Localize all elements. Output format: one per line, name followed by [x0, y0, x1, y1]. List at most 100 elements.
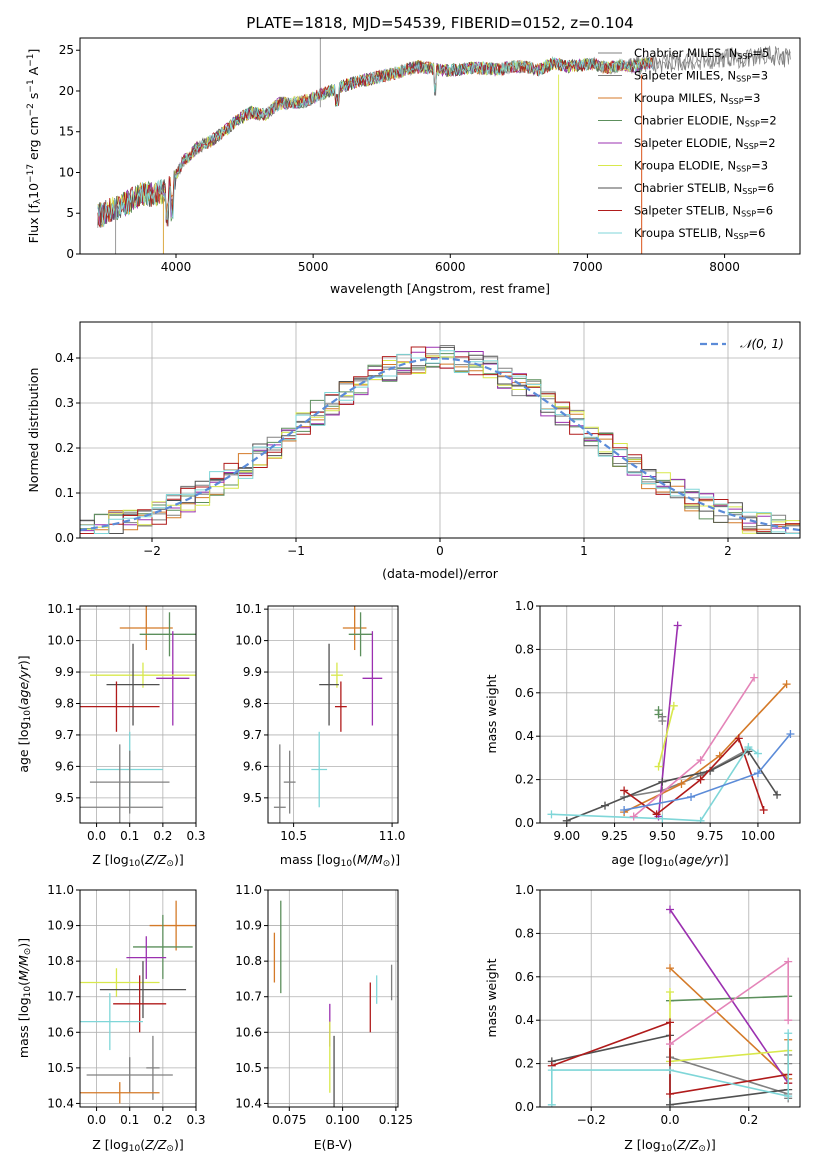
legend-label-3: Chabrier ELODIE, NSSP=2: [634, 114, 777, 129]
label-part: ⊙: [166, 859, 174, 869]
y-tick-label: 0.2: [55, 441, 74, 455]
label-part: −17: [26, 164, 36, 183]
label-part: )]: [706, 1137, 716, 1152]
y-tick-label: 0.2: [515, 773, 534, 787]
legend-sub: SSP: [736, 75, 751, 84]
series-line-9: [669, 960, 789, 1045]
panel-spectrum: 4000 5000 6000 7000 8000 0 5 10 15 20 25 Chabrier M…: [26, 37, 801, 296]
legend-label-1: Salpeter MILES, NSSP=3: [634, 69, 768, 84]
axes-frame: [539, 605, 801, 824]
series-line-2: [623, 683, 788, 813]
series-marker: [687, 792, 696, 801]
x-tick-label: 0.100: [325, 1113, 359, 1127]
y-tick-label: 10.5: [47, 1061, 74, 1075]
x-tick-label: 10.5: [280, 829, 307, 843]
series-marker: [629, 812, 638, 821]
label-part: 10: [129, 1144, 141, 1154]
label-part: )]: [174, 852, 184, 867]
label-part: 10: [23, 986, 33, 998]
label-part: Z/Z: [144, 1137, 167, 1152]
series-marker: [666, 1066, 674, 1075]
x-tick-label: 9.25: [601, 829, 628, 843]
label-part: −2: [26, 103, 36, 116]
y-tick-label: 10.6: [47, 1025, 74, 1039]
legend-sub: SSP: [744, 142, 759, 151]
series-line-4: [657, 625, 679, 817]
label-part: age [log: [611, 852, 662, 867]
x-tick-label: 8000: [709, 260, 740, 274]
series-marker: [696, 816, 705, 823]
series-marker: [658, 814, 667, 823]
y-tick-label: 0.4: [55, 351, 74, 365]
y-tick-label: 10.4: [47, 1096, 74, 1110]
series-marker: [654, 762, 663, 771]
y-tick-label: 10.1: [47, 602, 74, 616]
legend-label-2: Kroupa MILES, NSSP=3: [634, 91, 760, 106]
series-marker: [654, 706, 663, 715]
legend-label-0: Chabrier MILES, NSSP=5: [634, 46, 769, 61]
x-axis-label: Z [log10(Z/Z⊙)]: [624, 1137, 715, 1154]
legend-label-normal: 𝒩(0, 1): [740, 337, 784, 351]
legend-tail: =2: [759, 136, 776, 150]
y-tick-label: 10.9: [235, 919, 262, 933]
y-tick-label: 9.9: [55, 665, 74, 679]
legend-name: Chabrier STELIB, N: [634, 181, 742, 195]
y-tick-label: 0: [66, 247, 74, 261]
y-tick-label: 9.6: [55, 759, 74, 773]
label-part: mass [log: [280, 852, 341, 867]
plot-area: [80, 345, 800, 534]
y-tick-label: 0.3: [55, 396, 74, 410]
legend-name: Kroupa ELODIE, N: [634, 159, 736, 173]
legend-tail: =3: [751, 159, 768, 173]
label-part: Z/Z: [676, 1137, 699, 1152]
figure-title: PLATE=1818, MJD=54539, FIBERID=0152, z=0…: [246, 14, 633, 32]
y-tick-label: 10.7: [47, 990, 74, 1004]
label-part: M/M: [16, 955, 31, 981]
y-tick-label: 0.1: [55, 486, 74, 500]
label-part: )]: [174, 1137, 184, 1152]
y-tick-label: 0.4: [515, 729, 534, 743]
x-axis-label: Z [log10(Z/Z⊙)]: [92, 852, 183, 869]
legend-name: Salpeter STELIB, N: [634, 204, 741, 218]
series-marker: [786, 730, 795, 739]
series-marker: [658, 777, 667, 786]
series-marker: [666, 1100, 674, 1107]
label-part: A: [26, 66, 41, 79]
series-marker: [784, 957, 793, 966]
y-tick-label: 9.7: [243, 728, 262, 742]
y-tick-label: 10.5: [235, 1061, 262, 1075]
legend-tail: =3: [751, 69, 768, 83]
series-marker: [601, 801, 609, 810]
x-tick-label: 11.0: [379, 829, 406, 843]
label-part: −1: [26, 54, 36, 67]
y-tick-label: 11.0: [235, 883, 262, 897]
label-part: 10: [26, 183, 41, 199]
label-part: 10: [341, 859, 353, 869]
axes-frame: [267, 889, 399, 1108]
series-marker: [750, 673, 759, 682]
label-part: age/yr: [679, 852, 720, 867]
legend-name: Kroupa MILES, N: [634, 91, 729, 105]
legend-sub: SSP: [737, 52, 752, 61]
label-part: 10: [23, 710, 33, 722]
y-tick-label: 9.8: [243, 696, 262, 710]
x-tick-label: 2: [724, 544, 732, 558]
panel-weight_vs_Z: −0.2 0.0 0.2 0.0 0.2 0.4 0.6 0.8 1.0 Z [log10(Z/Z…: [484, 883, 801, 1154]
series-marker: [620, 805, 629, 814]
series-line-5: [657, 705, 675, 767]
label-part: 10: [129, 859, 141, 869]
y-tick-label: 0.6: [515, 686, 534, 700]
label-part: ⊙: [383, 859, 391, 869]
series-marker: [677, 779, 686, 788]
legend-sub: SSP: [736, 165, 751, 174]
y-tick-label: 11.0: [47, 883, 74, 897]
series-marker: [547, 810, 556, 819]
series-marker: [666, 905, 674, 914]
label-part: (: [140, 852, 145, 867]
legend-label-5: Kroupa ELODIE, NSSP=3: [634, 159, 768, 174]
series-marker: [773, 790, 782, 799]
y-tick-label: 9.5: [243, 791, 262, 805]
label-part: (: [352, 852, 357, 867]
x-axis-label: (data-model)/error: [382, 566, 499, 581]
